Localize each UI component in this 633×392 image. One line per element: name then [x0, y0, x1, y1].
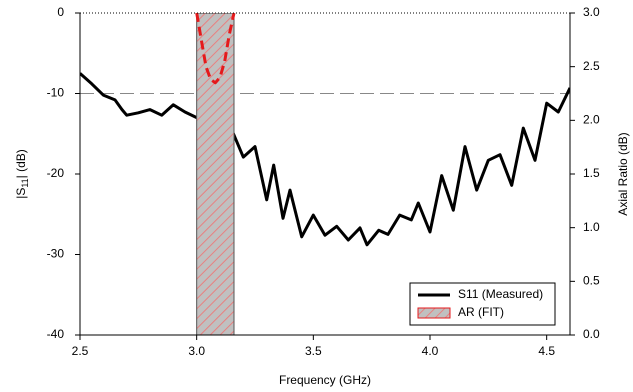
y2-axis-title: Axial Ratio (dB)	[616, 132, 630, 215]
y-tick-label: -40	[47, 327, 65, 341]
x-tick-label: 4.0	[422, 344, 439, 358]
y-title-part: | (dB)	[14, 149, 28, 178]
series-line	[80, 72, 570, 247]
y-tick-label: 0	[57, 5, 64, 19]
y2-tick-label: 2.0	[583, 113, 600, 127]
x-tick-label: 2.5	[72, 344, 89, 358]
y2-tick-label: 2.5	[583, 59, 600, 73]
y-axis-title: |S11| (dB)	[14, 149, 30, 199]
legend-label: AR (FIT)	[458, 305, 504, 319]
y-tick-label: -10	[47, 86, 65, 100]
x-axis-title: Frequency (GHz)	[279, 373, 371, 387]
x-tick-label: 4.5	[538, 344, 555, 358]
y-title-part: |S	[14, 188, 28, 199]
y2-tick-label: 3.0	[583, 5, 600, 19]
y-tick-label: -20	[47, 166, 65, 180]
series-line	[195, 13, 236, 85]
ar-region	[196, 13, 235, 335]
y2-tick-label: 1.5	[583, 166, 600, 180]
plot-area	[80, 13, 570, 335]
legend-label: S11 (Measured)	[458, 287, 543, 301]
x-tick-label: 3.5	[305, 344, 322, 358]
y2-tick-label: 1.0	[583, 220, 600, 234]
y-title-sub: 11	[20, 178, 30, 187]
x-tick-label: 3.0	[188, 344, 205, 358]
y-tick-label: -30	[47, 247, 65, 261]
legend-swatch	[417, 307, 451, 319]
y2-tick-label: 0.5	[583, 274, 600, 288]
y2-tick-label: 0.0	[583, 327, 600, 341]
